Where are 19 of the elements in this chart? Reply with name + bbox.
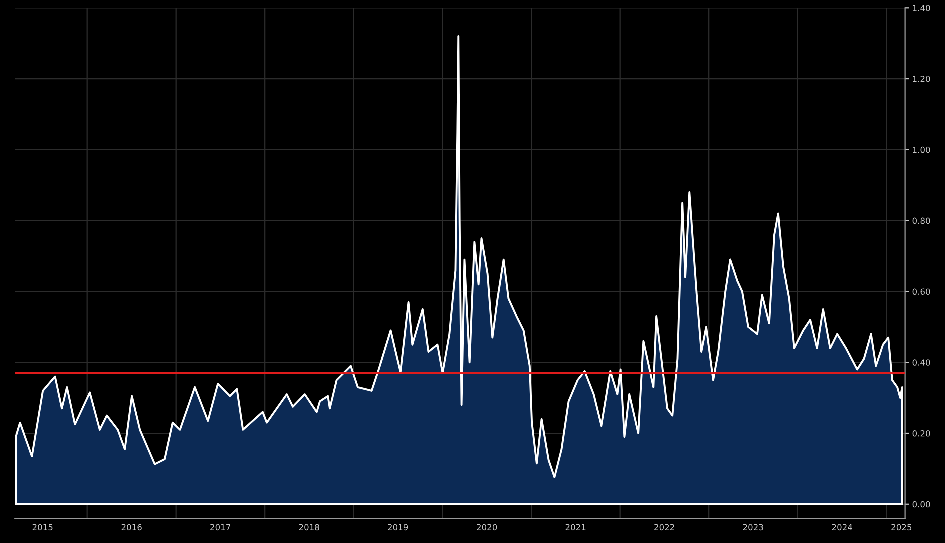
y-tick-label: 0.20 (912, 430, 930, 437)
y-tick-label: 1.20 (913, 76, 930, 82)
x-tick-label: 2021 (566, 524, 586, 531)
x-tick-label: 2015 (32, 524, 53, 531)
x-tick-label: 2023 (743, 524, 764, 531)
y-tick-label: 0.00 (912, 501, 930, 508)
x-tick-label: 2016 (122, 524, 142, 531)
x-tick-label: 2020 (477, 524, 498, 531)
y-tick-label: 0.60 (912, 288, 930, 295)
y-tick-label: 1.00 (913, 146, 930, 154)
x-tick-label: 2017 (210, 524, 230, 531)
x-tick-label: 2024 (832, 524, 852, 531)
x-tick-label: 2018 (299, 524, 320, 531)
x-tick-label: 2025 (892, 524, 912, 531)
x-tick-label: 2019 (388, 524, 408, 531)
y-tick-label: 0.80 (912, 218, 930, 224)
y-tick-label: 1.40 (913, 5, 930, 12)
y-tick-label: 0.40 (912, 360, 930, 366)
x-tick-label: 2022 (654, 524, 674, 531)
